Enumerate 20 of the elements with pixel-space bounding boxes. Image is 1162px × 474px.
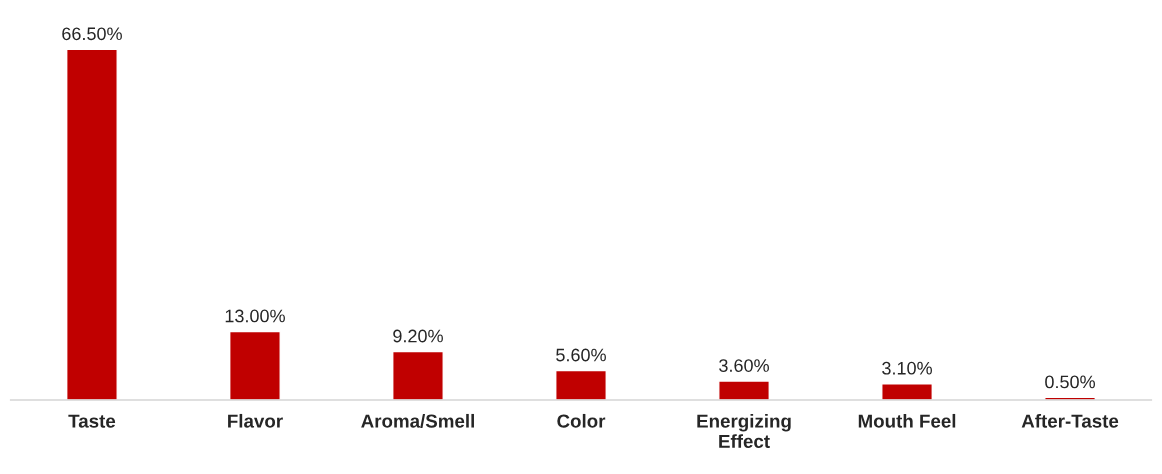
data-label: 3.10% <box>882 361 932 375</box>
data-label: 5.60% <box>556 348 606 362</box>
data-label: 0.50% <box>1045 375 1095 389</box>
x-tick-label: After-Taste <box>1021 413 1119 428</box>
bar <box>66 48 118 401</box>
bar <box>555 369 607 401</box>
bar <box>881 383 933 401</box>
x-tick-label: Mouth Feel <box>858 413 956 428</box>
x-tick-label: Taste <box>68 414 116 428</box>
bar <box>392 350 444 401</box>
data-label: 13.00% <box>225 309 285 323</box>
data-label: 9.20% <box>393 329 443 343</box>
data-label: 66.50% <box>62 27 122 41</box>
data-label: 3.60% <box>719 359 769 372</box>
x-tick-label: Energizing Effect <box>697 413 791 448</box>
x-tick-label: Color <box>557 413 606 428</box>
bar <box>229 330 281 401</box>
x-tick-label: Flavor <box>228 413 283 428</box>
x-tick-label: Aroma/Smell <box>361 413 474 428</box>
bar <box>718 380 770 401</box>
